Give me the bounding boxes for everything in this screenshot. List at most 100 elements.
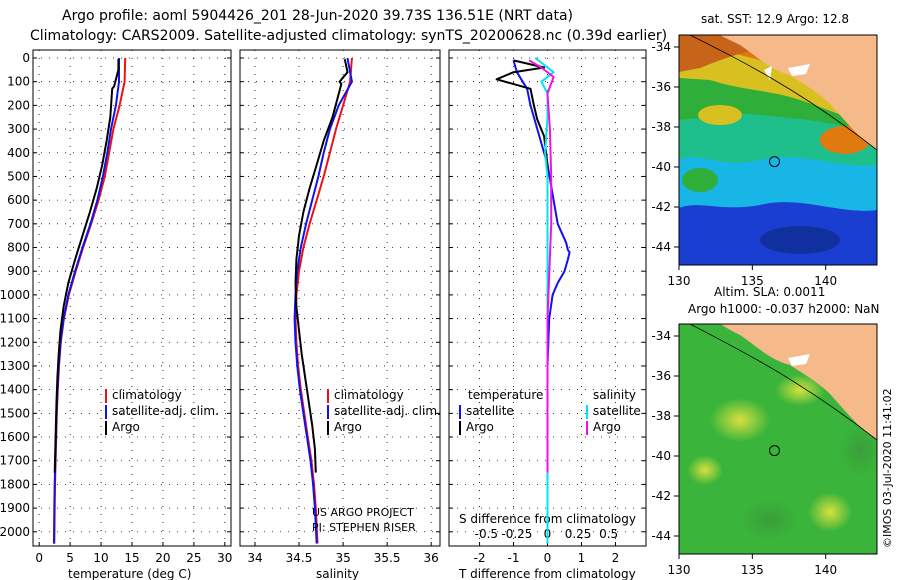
lon-tick-label: 140 (814, 563, 837, 577)
x-tick-label: 0 (35, 551, 43, 565)
x-tick-label: 15 (124, 551, 139, 565)
lat-tick-label: -42 (651, 489, 671, 503)
lon-tick-label: 130 (668, 274, 691, 288)
temperature-grid (33, 50, 231, 546)
depth-tick-label: 600 (7, 193, 30, 207)
legend-salinity-title: salinity (593, 388, 636, 402)
temperature-legend: climatology satellite-adj. clim. Argo (105, 388, 219, 435)
depth-tick-label: 400 (7, 146, 30, 160)
s-difference-ticks: -0.5 -0.25 0 0.25 0.5 (475, 527, 619, 541)
lat-tick-label: -44 (651, 240, 671, 254)
sla-map: Altim. SLA: 0.0011 Argo h1000: -0.037 h2… (651, 285, 880, 577)
s-difference-tick-label: 0.5 (599, 527, 618, 541)
depth-tick-label: 1200 (0, 335, 30, 349)
lat-tick-label: -44 (651, 529, 671, 543)
sst-lat-ticks: -34 -36 -38 -40 -42 -44 (651, 40, 679, 254)
figure-title-line1: Argo profile: aoml 5904426_201 28-Jun-20… (62, 8, 573, 24)
legend-climatology-label: climatology (334, 388, 404, 402)
series-temperature-argo (495, 59, 549, 509)
salinity-x-label: salinity (316, 567, 359, 580)
sst-field (679, 35, 877, 265)
depth-tick-label: 1600 (0, 430, 30, 444)
sst-map: sat. SST: 12.9 Argo: 12.8 (651, 12, 878, 288)
series-argo (294, 58, 349, 473)
depth-tick-label: 900 (7, 264, 30, 278)
sst-lon-ticks: 130 135 140 (668, 265, 837, 288)
salinity-plot-frame (239, 49, 441, 547)
x-tick-label: 10 (93, 551, 108, 565)
legend-temperature-title: temperature (468, 388, 543, 402)
x-tick-label: 5 (66, 551, 74, 565)
x-tick-label: 35 (335, 551, 350, 565)
difference-panel: -2 -1 0 1 2 T difference from climatology S … (448, 49, 647, 580)
sla-map-frame (678, 323, 878, 555)
float-location-marker (768, 156, 780, 168)
depth-tick-label: 200 (7, 98, 30, 112)
depth-tick-label: 700 (7, 217, 30, 231)
legend-temp-argo-label: Argo (466, 420, 494, 434)
legend-climatology-label: climatology (112, 388, 182, 402)
lat-tick-label: -40 (651, 449, 671, 463)
difference-legend: temperature salinity satellite Argo sate… (459, 388, 641, 435)
sla-field (679, 324, 877, 554)
depth-tick-label: 800 (7, 241, 30, 255)
lat-tick-label: -38 (651, 120, 671, 134)
salinity-x-ticks: 34 34.5 35 35.5 36 (247, 551, 438, 565)
salinity-panel: 34 34.5 35 35.5 36 salinity climatology sate… (239, 49, 441, 580)
depth-tick-label: 2000 (0, 525, 30, 539)
series-satellite-adj-clim (53, 58, 120, 544)
lon-tick-label: 130 (668, 563, 691, 577)
lat-tick-label: -34 (651, 329, 671, 343)
s-difference-tick-label: -0.25 (501, 527, 532, 541)
depth-tick-label: 1900 (0, 501, 30, 515)
s-difference-tick-label: 0.25 (565, 527, 592, 541)
depth-tick-label: 100 (7, 75, 30, 89)
temperature-panel: 0100200300400500600700800900100011001200… (0, 49, 232, 580)
series-salinity-argo (528, 59, 555, 473)
depth-tick-label: 1800 (0, 477, 30, 491)
depth-tick-label: 1400 (0, 383, 30, 397)
difference-grid (449, 50, 646, 546)
depth-tick-label: 1100 (0, 312, 30, 326)
lon-tick-label: 140 (814, 274, 837, 288)
temperature-x-label: temperature (deg C) (68, 567, 191, 580)
legend-satellite-label: satellite-adj. clim. (334, 404, 441, 418)
legend-temp-satellite-label: satellite (466, 404, 514, 418)
lat-tick-label: -38 (651, 409, 671, 423)
s-difference-tick-label: -0.5 (475, 527, 498, 541)
legend-argo-label: Argo (112, 420, 140, 434)
difference-x-ticks: -2 -1 0 1 2 (474, 551, 620, 565)
lat-tick-label: -40 (651, 160, 671, 174)
x-tick-label: -1 (508, 551, 520, 565)
legend-sal-satellite-label: satellite (593, 404, 641, 418)
legend-sal-argo-label: Argo (593, 420, 621, 434)
difference-series (495, 57, 571, 544)
salinity-grid (240, 50, 440, 546)
x-tick-label: 36 (424, 551, 439, 565)
sst-map-frame (678, 34, 878, 266)
series-argo (53, 59, 120, 473)
legend-satellite-label: satellite-adj. clim. (112, 404, 219, 418)
x-tick-label: 0 (544, 551, 552, 565)
x-tick-label: 35.5 (374, 551, 401, 565)
depth-tick-label: 0 (22, 51, 30, 65)
x-tick-label: 34.5 (286, 551, 313, 565)
lat-tick-label: -36 (651, 80, 671, 94)
depth-tick-label: 1300 (0, 359, 30, 373)
x-tick-label: -2 (474, 551, 486, 565)
float-location-marker (768, 445, 780, 457)
x-tick-label: 20 (155, 551, 170, 565)
depth-axis: 0 100 200 300 400 500 600 700 800 900 1000 1100 1200… (0, 51, 30, 539)
lat-tick-label: -42 (651, 200, 671, 214)
depth-tick-label: 300 (7, 122, 30, 136)
depth-tick-label: 500 (7, 169, 30, 183)
sla-lon-ticks: 130 135 140 (668, 554, 837, 577)
sla-map-title-line2: Argo h1000: -0.037 h2000: NaN (688, 302, 880, 316)
depth-tick-label: 1500 (0, 406, 30, 420)
temperature-series (53, 57, 127, 544)
imos-timestamp: ©IMOS 03-Jul-2020 11:41:02 (881, 388, 894, 548)
salinity-series (293, 57, 353, 544)
depth-tick-label: 1700 (0, 454, 30, 468)
lon-tick-label: 135 (741, 274, 764, 288)
